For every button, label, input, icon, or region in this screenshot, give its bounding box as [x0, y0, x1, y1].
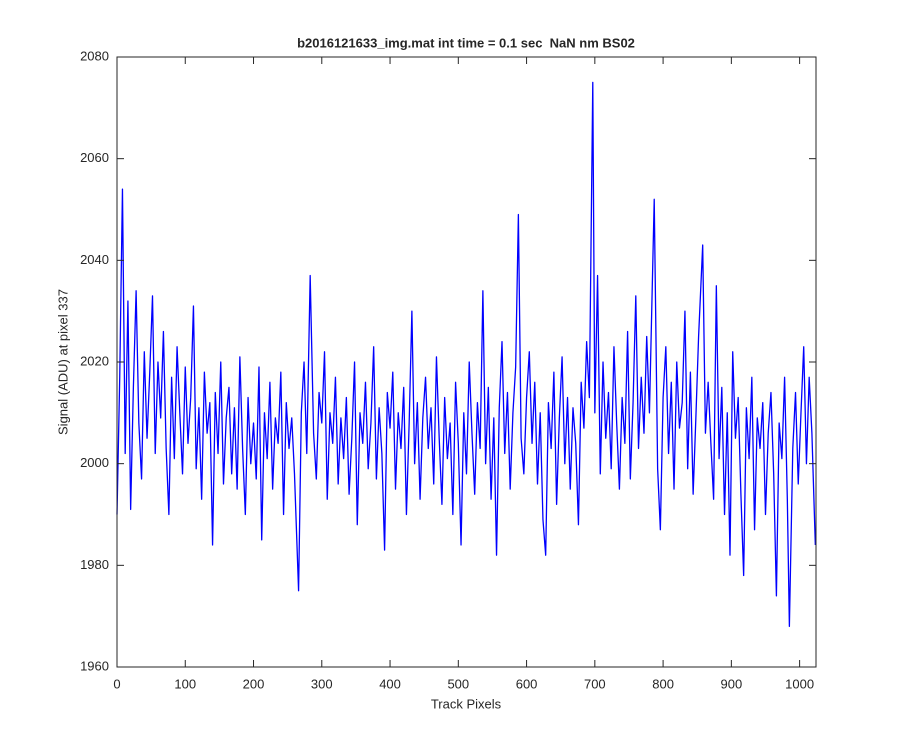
- chart-title: b2016121633_img.mat int time = 0.1 sec N…: [297, 35, 635, 50]
- y-tick-label: 2020: [80, 353, 109, 368]
- x-tick-label: 700: [584, 676, 606, 691]
- x-tick-label: 300: [311, 676, 333, 691]
- x-tick-label: 600: [516, 676, 538, 691]
- x-tick-label: 800: [652, 676, 674, 691]
- x-axis-label: Track Pixels: [431, 696, 502, 711]
- y-tick-label: 2060: [80, 150, 109, 165]
- y-tick-label: 2040: [80, 252, 109, 267]
- x-tick-label: 900: [721, 676, 743, 691]
- data-line: [116, 81, 816, 627]
- y-tick-label: 2000: [80, 455, 109, 470]
- y-axis-label: Signal (ADU) at pixel 337: [55, 289, 70, 435]
- x-tick-label: 200: [243, 676, 265, 691]
- y-tick-label: 2080: [80, 48, 109, 63]
- plot-area: [117, 57, 816, 667]
- x-tick-label: 400: [379, 676, 401, 691]
- x-tick-label: 100: [174, 676, 196, 691]
- x-tick-label: 500: [447, 676, 469, 691]
- axes-box: [116, 56, 817, 668]
- y-tick-label: 1960: [80, 658, 109, 673]
- x-tick-label: 1000: [785, 676, 814, 691]
- x-tick-label: 0: [113, 676, 120, 691]
- y-tick-label: 1980: [80, 557, 109, 572]
